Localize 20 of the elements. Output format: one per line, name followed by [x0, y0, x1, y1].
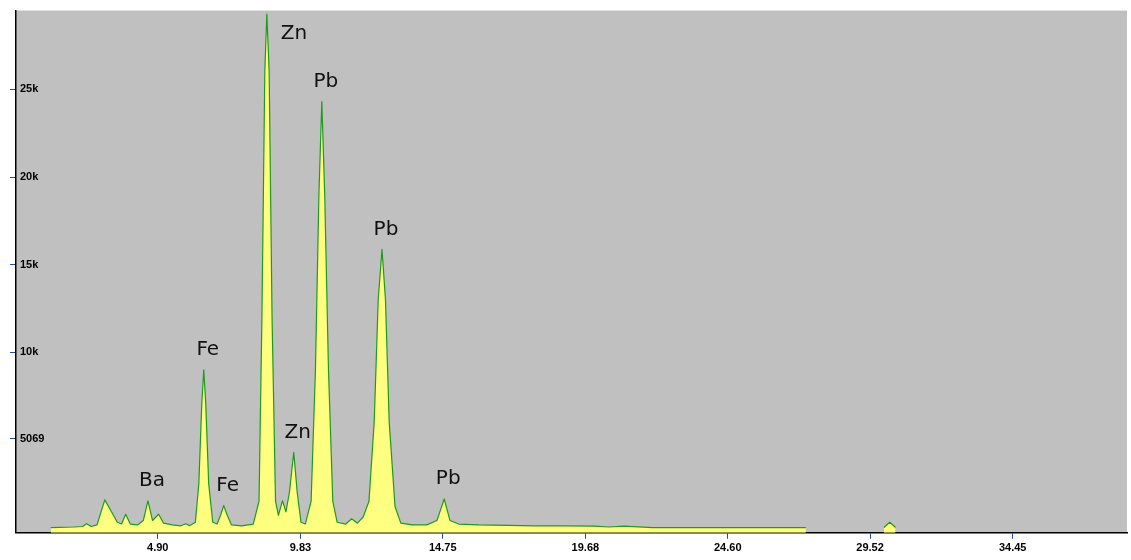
y-tick-label: 20k: [20, 170, 40, 183]
annotation: Pb: [313, 67, 339, 92]
annotation: Ba: [138, 467, 165, 492]
annotation: Fe: [196, 336, 220, 361]
x-tick-label: 9.83: [289, 541, 312, 554]
y-tick-label: 5069: [20, 431, 45, 444]
annotation: Pb: [373, 215, 399, 240]
annotation: Pb: [435, 465, 461, 490]
x-tick-label: 14.75: [428, 541, 457, 554]
y-tick-label: 15k: [20, 257, 40, 270]
y-tick-label: 10k: [20, 345, 40, 358]
annotation: Fe: [216, 471, 240, 496]
x-tick-label: 24.60: [713, 541, 742, 554]
x-tick-label: 19.68: [571, 541, 600, 554]
annotation: Zn: [280, 20, 308, 45]
x-tick-label: 29.52: [856, 541, 884, 554]
x-tick-label: 4.90: [147, 541, 169, 554]
y-tick-label: 25k: [20, 82, 40, 95]
annotation: Zn: [284, 418, 311, 443]
x-tick-label: 34.45: [998, 541, 1027, 554]
